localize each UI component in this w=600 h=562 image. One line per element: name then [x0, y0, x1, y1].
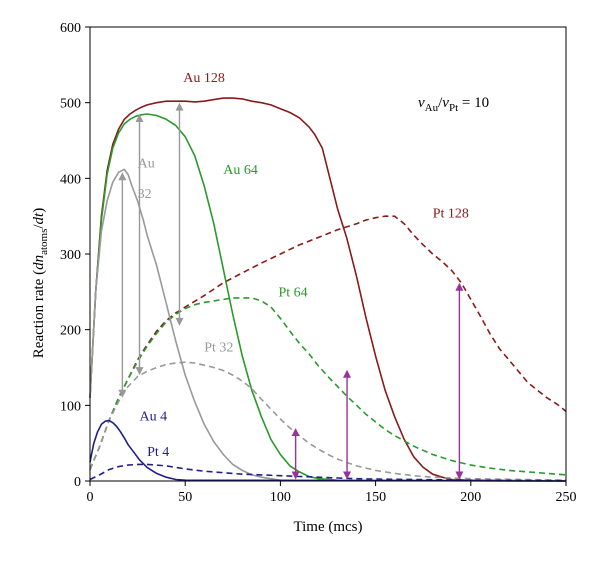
series-line-pt-128: [89, 215, 567, 470]
series-labels: Au 128 Au 64 Au 32 Pt 128 Pt 64 Pt 32 Au 4 Pt 4: [138, 71, 469, 460]
x-tick-label-0: 0: [87, 490, 94, 505]
x-tick-label-150: 150: [365, 490, 386, 505]
arrow-head-4-bottom: [343, 471, 352, 480]
series-label-au-64-1: Au 64: [223, 163, 258, 178]
y-tick-label-600: 600: [60, 21, 81, 36]
velocity-ratio-annotation: νAu/νPt = 10: [418, 95, 489, 114]
series-label-pt-128-4: Pt 128: [433, 207, 469, 222]
series-label-au-2: Au: [138, 157, 155, 172]
series-line-au-32: [89, 168, 567, 482]
series-label-32-3: 32: [138, 187, 152, 202]
arrows: [118, 102, 464, 480]
y-tick-label-300: 300: [60, 248, 81, 263]
x-tick-label-50: 50: [178, 490, 192, 505]
y-tick-label-500: 500: [60, 97, 81, 112]
series-line-pt-32: [89, 361, 567, 481]
y-tick-label-0: 0: [74, 475, 81, 490]
series-line-au-64: [89, 113, 567, 482]
series-label-au-4-7: Au 4: [140, 409, 168, 424]
series-label-pt-4-8: Pt 4: [147, 445, 169, 460]
axes: [85, 26, 567, 486]
x-tick-label-200: 200: [460, 490, 481, 505]
arrow-head-1-top: [135, 114, 144, 123]
y-axis-title: Reaction rate (dnatoms/dt): [31, 208, 50, 358]
x-axis-title: Time (mcs): [293, 519, 362, 535]
series-label-pt-64-5: Pt 64: [278, 285, 307, 300]
arrow-head-0-top: [118, 172, 127, 181]
arrow-head-2-top: [175, 102, 184, 111]
x-tick-label-250: 250: [556, 490, 577, 505]
arrow-head-2-bottom: [175, 317, 184, 326]
series-line-pt-64: [89, 297, 567, 476]
series-line-au-4: [89, 419, 567, 482]
tick-labels: 0 50 100 150 200 250 0 100 200 300 400 500 600: [60, 21, 577, 505]
series-label-pt-32-6: Pt 32: [204, 341, 233, 356]
arrow-head-3-bottom: [291, 471, 300, 480]
series-line-au-128: [89, 97, 567, 482]
arrow-head-5-bottom: [455, 471, 464, 480]
series-line-pt-4: [89, 463, 567, 482]
arrow-head-5-top: [455, 282, 464, 291]
x-tick-label-100: 100: [270, 490, 291, 505]
arrow-head-0-bottom: [118, 389, 127, 398]
series-label-au-128-0: Au 128: [183, 71, 225, 86]
y-tick-label-100: 100: [60, 399, 81, 414]
y-tick-label-200: 200: [60, 324, 81, 339]
arrow-head-4-top: [343, 369, 352, 378]
y-tick-label-400: 400: [60, 172, 81, 187]
plot-lines: [89, 97, 567, 482]
arrow-head-3-top: [291, 428, 300, 437]
arrow-head-1-bottom: [135, 367, 144, 376]
